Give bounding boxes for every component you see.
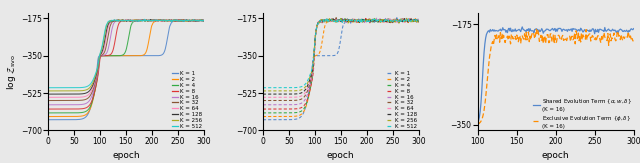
Legend: K = 1, K = 2, K = 4, K = 8, K = 16, K = 32, K = 64, K = 128, K = 256, K = 512: K = 1, K = 2, K = 4, K = 8, K = 16, K = … [387,71,417,129]
Y-axis label: log $\mathcal{Z}_{\mathrm{svo}}$: log $\mathcal{Z}_{\mathrm{svo}}$ [5,54,18,90]
X-axis label: epoch: epoch [542,151,570,160]
X-axis label: epoch: epoch [327,151,355,160]
X-axis label: epoch: epoch [112,151,140,160]
Legend: K = 1, K = 2, K = 4, K = 8, K = 16, K = 32, K = 64, K = 128, K = 256, K = 512: K = 1, K = 2, K = 4, K = 8, K = 16, K = … [172,71,202,129]
Legend: Shared Evolution Term $\{\alpha, w, \delta\}$
(K = 16), Exclusive Evolution Term: Shared Evolution Term $\{\alpha, w, \del… [533,97,632,129]
